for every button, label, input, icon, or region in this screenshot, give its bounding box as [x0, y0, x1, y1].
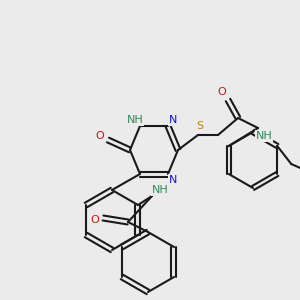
Text: O: O [218, 87, 226, 97]
Text: NH: NH [256, 131, 272, 141]
Text: NH: NH [127, 115, 143, 125]
Text: NH: NH [152, 185, 168, 195]
Text: O: O [96, 131, 104, 141]
Text: S: S [196, 121, 204, 131]
Text: O: O [91, 215, 99, 225]
Text: N: N [169, 175, 177, 185]
Text: N: N [169, 115, 177, 125]
